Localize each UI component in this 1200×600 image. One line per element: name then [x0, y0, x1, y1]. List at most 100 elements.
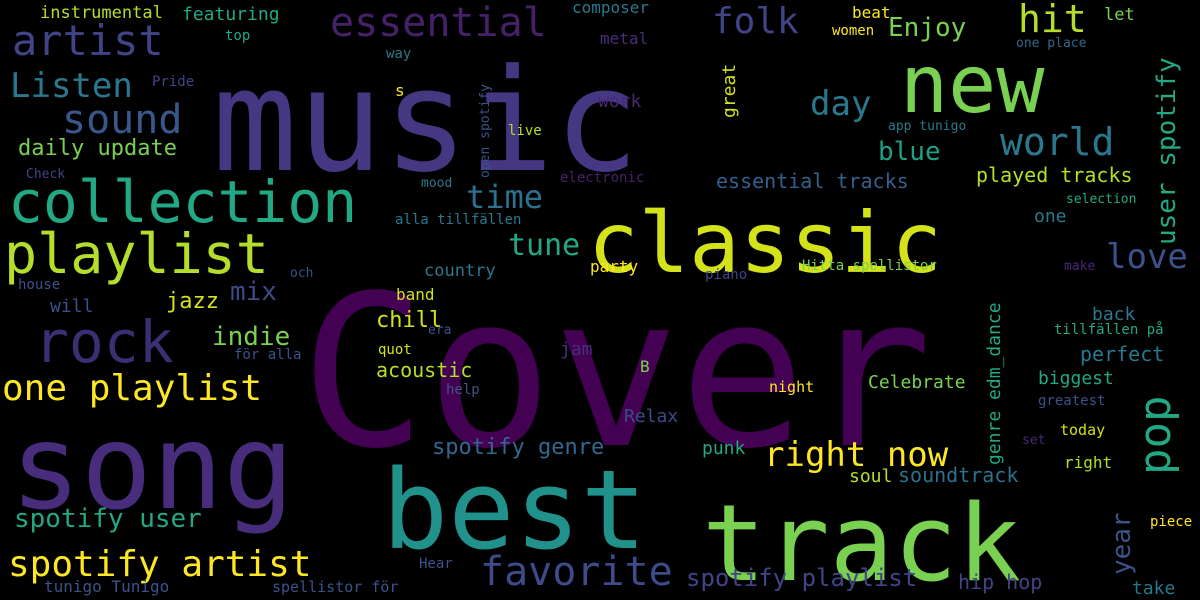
word-perfect: perfect [1080, 342, 1164, 366]
word-take: take [1132, 578, 1175, 599]
word-one-playlist: one playlist [2, 368, 262, 409]
word-track: track [702, 482, 1021, 600]
word-alla-tillf-llen: alla tillfällen [395, 212, 521, 228]
word-daily-update: daily update [18, 136, 177, 161]
word-user-spotify: user spotify [1152, 57, 1182, 245]
word-essential-tracks: essential tracks [716, 169, 909, 193]
word-piece: piece [1150, 514, 1192, 530]
word-way: way [386, 46, 411, 62]
word-greatest: greatest [1038, 393, 1105, 409]
word-instrumental: instrumental [40, 3, 163, 23]
word-band: band [396, 285, 435, 304]
word-hit: hit [1018, 0, 1087, 41]
word-night: night [769, 378, 814, 396]
word-spotify-artist: spotify artist [8, 544, 311, 585]
word-house: house [18, 277, 60, 293]
word-spellistor-f-r: spellistor för [272, 578, 398, 596]
word-spotify-genre: spotify genre [432, 435, 604, 460]
word-women: women [832, 23, 874, 39]
word-new: new [900, 38, 1045, 131]
word-tune: tune [508, 228, 580, 263]
word-classic: classic [588, 194, 942, 292]
word-set: set [1022, 433, 1045, 448]
word-spotify-playlist: spotify playlist [686, 564, 917, 592]
word-let: let [1104, 5, 1135, 25]
word-spotify-user: spotify user [14, 504, 202, 534]
word-song: song [10, 398, 294, 536]
word-jazz: jazz [166, 289, 219, 314]
word-rock: rock [34, 308, 174, 376]
word-era: era [428, 323, 451, 338]
word-genre-edm-dance: genre edm_dance [984, 302, 1005, 465]
word-cover: Cover [300, 250, 932, 495]
word-right-now: right now [764, 435, 949, 475]
word-one: one [1034, 206, 1067, 227]
word-app-tunigo: app tunigo [888, 119, 966, 134]
word-playlist: playlist [4, 222, 269, 286]
word-composer: composer [572, 0, 649, 17]
word-open-spotify: open spotify [478, 84, 493, 178]
word-pride: Pride [152, 74, 194, 90]
word-great: great [719, 64, 740, 118]
word-relax: Relax [624, 406, 678, 427]
word-acoustic: acoustic [376, 358, 472, 382]
word-favorite: favorite [480, 549, 673, 595]
word-love: love [1106, 237, 1188, 277]
word-party: party [590, 257, 639, 276]
word-hitta-spellistor: Hitta spellistor [802, 258, 937, 274]
word-played-tracks: played tracks [976, 163, 1133, 187]
word-top: top [225, 28, 250, 44]
word-folk: folk [712, 1, 799, 42]
word-chill: chill [376, 308, 442, 333]
word-collection: collection [8, 168, 357, 236]
word-right: right [1064, 453, 1112, 472]
word-country: country [424, 261, 496, 281]
word-indie: indie [212, 322, 290, 352]
word-blue: blue [878, 137, 941, 167]
word-will: will [50, 296, 93, 317]
word-sound: sound [62, 97, 182, 143]
word-piano: piano [705, 267, 747, 283]
word-make: make [1064, 259, 1095, 274]
word-year: year [1107, 512, 1137, 575]
word-music: music [212, 39, 639, 204]
word-mood: mood [421, 176, 452, 191]
word-mix: mix [230, 277, 277, 307]
word-hip-hop: hip hop [958, 570, 1042, 594]
word-today: today [1060, 421, 1105, 439]
word-jam: jam [560, 339, 593, 360]
word-f-r-alla: för alla [234, 347, 301, 363]
word-listen: Listen [10, 66, 133, 106]
word-best: best [382, 446, 647, 574]
word-artist: artist [12, 16, 164, 65]
word-selection: selection [1066, 192, 1136, 207]
word-pop: pop [1130, 396, 1181, 475]
word-essential: essential [330, 0, 547, 46]
word-work: work [598, 91, 642, 112]
word-live: live [508, 123, 542, 139]
word-celebrate: Celebrate [868, 372, 966, 393]
word-tunigo-tunigo: tunigo Tunigo [44, 577, 169, 596]
word-soundtrack: soundtrack [898, 463, 1018, 487]
word-featuring: featuring [182, 4, 280, 25]
word-punk: punk [702, 438, 746, 459]
word-soul: soul [849, 466, 892, 487]
word-check: Check [26, 167, 65, 182]
word-tillf-llen-p: tillfällen på [1054, 321, 1164, 338]
word-back: back [1092, 304, 1136, 325]
word-world: world [1000, 120, 1114, 164]
word-och: och [290, 266, 313, 281]
word-time: time [466, 178, 543, 216]
word-biggest: biggest [1038, 368, 1114, 389]
word-beat: beat [852, 3, 891, 22]
word-help: help [446, 382, 480, 398]
word-b: B [640, 357, 650, 376]
word-metal: metal [600, 29, 648, 48]
word-s: s [395, 81, 405, 100]
word-quot: quot [378, 342, 412, 358]
word-enjoy: Enjoy [888, 13, 966, 43]
word-electronic: electronic [560, 170, 644, 186]
